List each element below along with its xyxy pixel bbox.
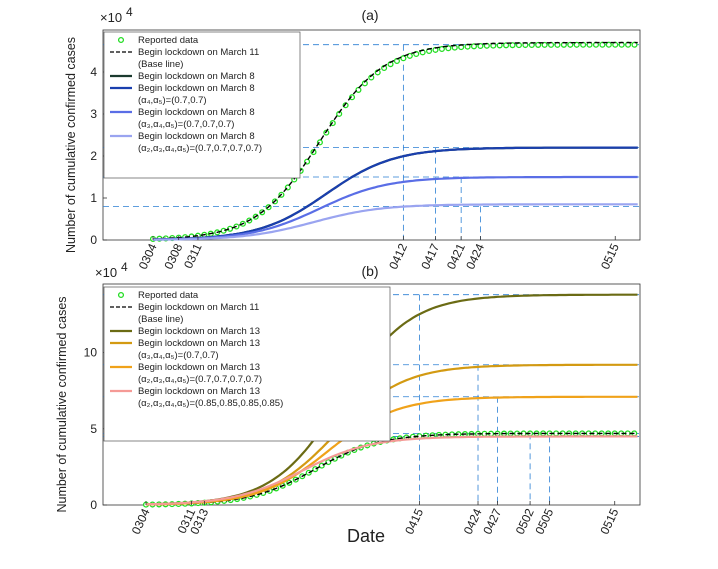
y-tick-label: 5 [90, 422, 97, 436]
reported-data-point [535, 41, 542, 48]
y-tick-label: 4 [90, 65, 97, 79]
x-tick-label: 0515 [597, 506, 621, 536]
legend-entry-label: Begin lockdown on March 11 [138, 302, 259, 313]
x-tick-label: 0427 [480, 506, 504, 536]
reported-data-point [470, 43, 478, 50]
y-exponent-power: 4 [121, 260, 128, 274]
legend-entry-label: Reported data [138, 290, 199, 301]
legend-entry-label: Begin lockdown on March 13 [138, 362, 260, 373]
series-line-5 [153, 203, 638, 241]
reported-data-point [477, 42, 484, 50]
legend-box [103, 31, 301, 179]
y-axis-label: Number of cumulative confirmed cases [55, 296, 69, 512]
x-tick-label: 0515 [598, 241, 622, 271]
reported-data-point [567, 41, 574, 48]
legend-entry-label: Begin lockdown on March 11 [138, 47, 259, 58]
series-line-4 [152, 175, 638, 241]
y-exponent-label: ×10 [95, 265, 117, 280]
legend-swatch-markers [117, 36, 125, 44]
panel-title: (b) [361, 263, 378, 279]
y-axis-label: Number of cumulative confirmed cases [64, 37, 78, 253]
y-exponent-label: ×10 [100, 10, 122, 25]
y-exponent-power: 4 [126, 5, 133, 19]
reported-data-point [599, 41, 606, 48]
legend-entry-label: Begin lockdown on March 8 [138, 71, 255, 82]
series-line-5 [145, 435, 638, 506]
legend-entry-sublabel: (α₄,α₅)=(0.7,0.7) [138, 95, 207, 106]
legend-entry-label: Reported data [138, 35, 199, 46]
reported-data-point [573, 41, 580, 48]
legend-entry-label: Begin lockdown on March 13 [138, 326, 260, 337]
legend-entry-sublabel: (α₂,α₃,α₄,α₅)=(0.7,0.7,0.7,0.7) [138, 374, 262, 385]
y-tick-label: 2 [90, 149, 97, 163]
series-line-1 [146, 432, 638, 506]
x-tick-label: 0505 [532, 506, 556, 536]
legend-entry-sublabel: (α₂,α₃,α₄,α₅)=(0.85,0.85,0.85,0.85) [138, 398, 283, 409]
legend-entry-sublabel: (α₂,α₃,α₄,α₅)=(0.7,0.7,0.7,0.7) [138, 143, 262, 154]
legend-entry-sublabel: (α₃,α₄,α₅)=(0.7,0.7) [138, 350, 219, 361]
x-tick-label: 0417 [418, 241, 442, 271]
x-tick-label: 0311 [181, 241, 205, 271]
legend-entry-label: Begin lockdown on March 8 [138, 83, 255, 94]
reported-data-point [605, 41, 612, 48]
legend-entry-label: Begin lockdown on March 13 [138, 386, 260, 397]
series-line-1 [152, 41, 638, 240]
y-tick-label: 0 [90, 233, 97, 247]
y-tick-label: 10 [84, 346, 98, 360]
legend-entry-label: Begin lockdown on March 13 [138, 338, 260, 349]
reported-data-point [355, 86, 362, 93]
legend-entry-sublabel: (α₃,α₄,α₅)=(0.7,0.7,0.7) [138, 119, 234, 130]
legend-entry-sublabel: (Base line) [138, 314, 183, 325]
y-tick-label: 0 [90, 498, 97, 512]
x-tick-label: 0415 [402, 506, 426, 536]
legend-box [103, 286, 391, 442]
reported-data-point [509, 42, 516, 49]
x-axis-label: Date [347, 526, 385, 546]
legend-entry-sublabel: (Base line) [138, 59, 183, 70]
x-tick-label: 0424 [463, 241, 487, 271]
reported-data-point [541, 41, 548, 48]
plot-area-frame [102, 29, 641, 241]
panel-title: (a) [361, 7, 378, 23]
series-line-4 [145, 395, 638, 506]
reported-data-point [438, 45, 445, 53]
y-tick-label: 1 [90, 191, 97, 205]
x-tick-label: 0308 [161, 241, 185, 271]
x-tick-label: 0412 [386, 241, 410, 271]
reported-data-point [631, 41, 638, 48]
y-tick-label: 3 [90, 107, 97, 121]
legend-swatch-markers [117, 291, 125, 299]
reported-data-point [400, 55, 407, 62]
legend-entry-label: Begin lockdown on March 8 [138, 131, 255, 142]
x-tick-label: 0304 [129, 506, 153, 536]
reported-data-point [503, 42, 510, 49]
plot-area-frame [102, 283, 641, 506]
reported-data-point [348, 94, 356, 101]
x-tick-label: 0304 [136, 241, 160, 271]
legend-entry-label: Begin lockdown on March 8 [138, 107, 255, 118]
